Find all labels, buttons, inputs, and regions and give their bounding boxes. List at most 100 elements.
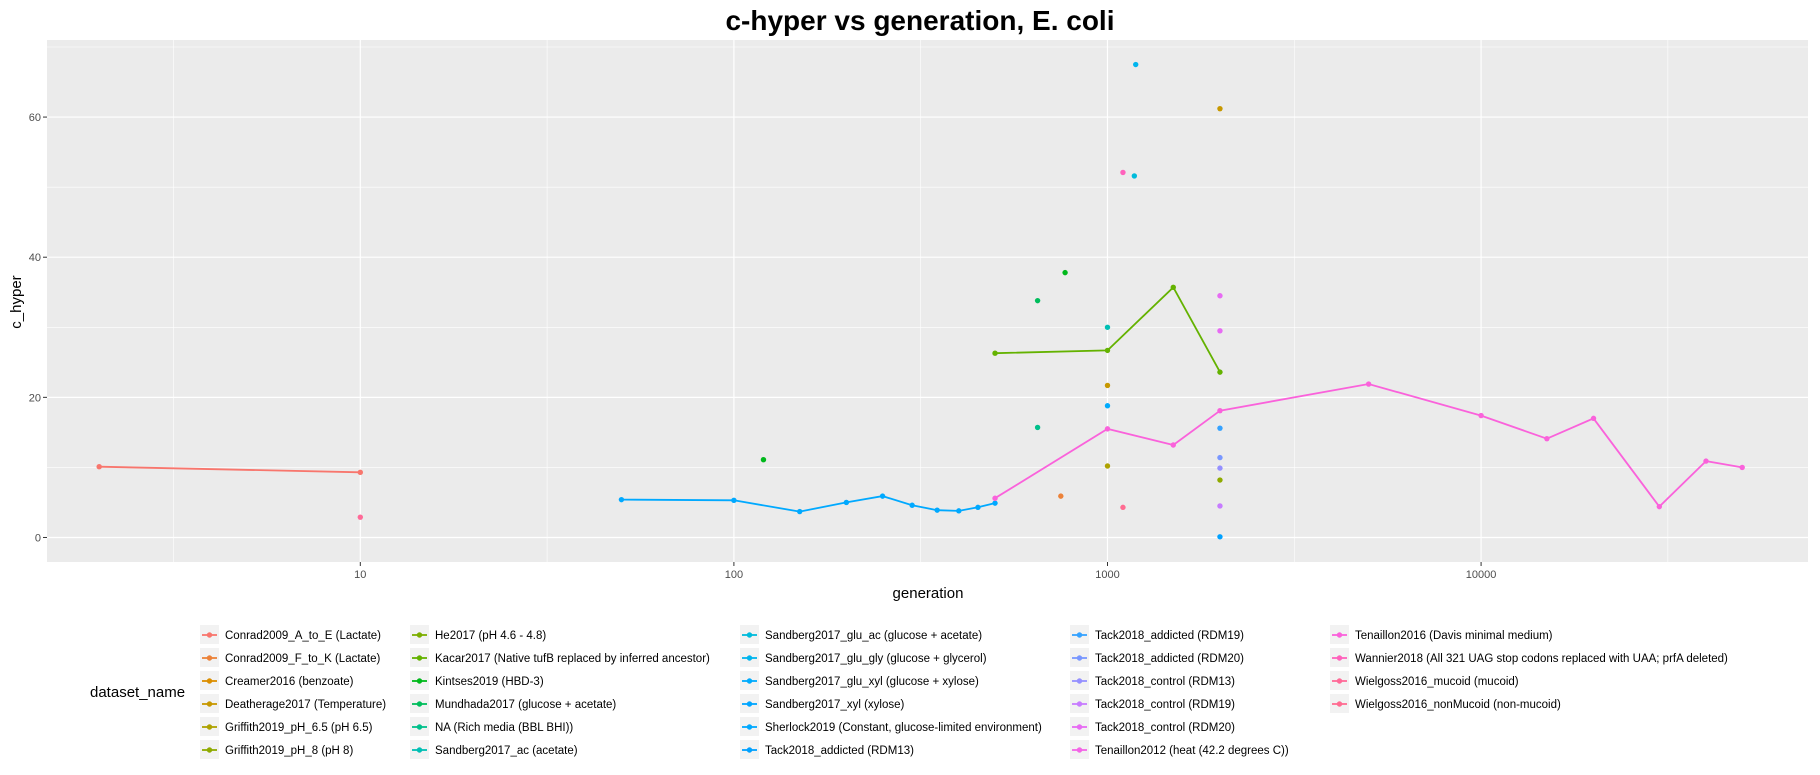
legend-key-point bbox=[206, 724, 213, 730]
x-tick-label: 100 bbox=[725, 569, 743, 581]
data-point bbox=[1034, 297, 1041, 304]
data-point bbox=[731, 497, 737, 504]
legend-key-point bbox=[746, 655, 753, 661]
y-tick-label: 20 bbox=[29, 392, 41, 404]
legend-key-point bbox=[1336, 655, 1343, 661]
data-point bbox=[1104, 463, 1111, 469]
data-point bbox=[992, 350, 998, 356]
legend-key-point bbox=[416, 632, 423, 638]
x-tick-label: 1000 bbox=[1095, 569, 1119, 581]
data-point bbox=[1217, 407, 1223, 414]
legend-key-point bbox=[1076, 655, 1083, 661]
legend-entry: Sandberg2017_glu_ac (glucose + acetate) bbox=[765, 630, 982, 642]
data-point bbox=[1170, 284, 1176, 291]
series-line bbox=[994, 285, 1221, 373]
legend-entry: Mundhada2017 (glucose + acetate) bbox=[435, 699, 616, 711]
legend-key-point bbox=[416, 655, 423, 661]
legend-entry: NA (Rich media (BBL BHI)) bbox=[435, 722, 573, 734]
legend: dataset_name Conrad2009_A_to_E (Lactate) C… bbox=[90, 625, 1728, 759]
legend-entry: Griffith2019_pH_6.5 (pH 6.5) bbox=[225, 722, 373, 734]
data-point bbox=[96, 464, 102, 470]
legend-entry: Creamer2016 (benzoate) bbox=[225, 676, 354, 688]
series-points bbox=[96, 61, 1745, 540]
data-point bbox=[1104, 382, 1111, 389]
legend-key-point bbox=[206, 632, 213, 638]
data-point bbox=[1058, 493, 1064, 499]
legend-key-point bbox=[416, 678, 423, 684]
legend-key-point bbox=[416, 724, 423, 730]
data-point bbox=[1120, 504, 1126, 511]
data-point bbox=[992, 500, 998, 506]
legend-key-point bbox=[1076, 724, 1083, 730]
data-point bbox=[1217, 293, 1223, 299]
data-point bbox=[1217, 425, 1223, 431]
data-point bbox=[1104, 426, 1111, 432]
data-point bbox=[618, 496, 625, 503]
data-point bbox=[879, 493, 886, 499]
legend-entry: Conrad2009_A_to_E (Lactate) bbox=[225, 630, 381, 642]
legend-entry: Tack2018_addicted (RDM19) bbox=[1095, 630, 1244, 642]
data-point bbox=[1062, 269, 1068, 276]
data-point bbox=[1544, 435, 1550, 442]
series-line bbox=[99, 465, 361, 474]
data-point bbox=[1104, 403, 1111, 409]
data-point bbox=[1217, 369, 1223, 375]
legend-entry: Tack2018_addicted (RDM13) bbox=[765, 745, 914, 757]
legend-entry: Kintses2019 (HBD-3) bbox=[435, 676, 544, 688]
legend-key-point bbox=[746, 747, 753, 753]
legend-entry: Tack2018_control (RDM19) bbox=[1095, 699, 1235, 711]
legend-entry: Tenaillon2016 (Davis minimal medium) bbox=[1355, 630, 1553, 642]
legend-entry: Sandberg2017_xyl (xylose) bbox=[765, 699, 905, 711]
data-point bbox=[1217, 105, 1223, 112]
legend-key-point bbox=[1076, 747, 1083, 753]
data-point bbox=[1104, 347, 1111, 354]
data-point bbox=[956, 508, 962, 514]
x-tick-label: 10 bbox=[354, 569, 366, 581]
data-point bbox=[1217, 477, 1223, 483]
data-point bbox=[1217, 454, 1223, 461]
legend-key-point bbox=[1336, 701, 1343, 707]
data-point bbox=[1478, 412, 1484, 419]
legend-entry: Wielgoss2016_nonMucoid (non-mucoid) bbox=[1355, 699, 1561, 711]
legend-entry: Wannier2018 (All 321 UAG stop codons rep… bbox=[1355, 653, 1728, 665]
data-point bbox=[1120, 169, 1126, 176]
legend-entry: He2017 (pH 4.6 - 4.8) bbox=[435, 630, 546, 642]
legend-entry: Sandberg2017_glu_gly (glucose + glycerol… bbox=[765, 653, 987, 665]
data-point bbox=[1217, 534, 1223, 540]
legend-key-point bbox=[1076, 701, 1083, 707]
legend-key-point bbox=[416, 701, 423, 707]
data-point bbox=[357, 469, 364, 476]
plot-panel bbox=[47, 40, 1808, 562]
legend-entry: Tack2018_control (RDM20) bbox=[1095, 722, 1235, 734]
legend-entry: Griffith2019_pH_8 (pH 8) bbox=[225, 745, 353, 757]
y-axis-title: c_hyper bbox=[8, 275, 25, 328]
data-point bbox=[760, 457, 767, 463]
data-point bbox=[909, 502, 915, 508]
series-line bbox=[621, 495, 996, 513]
legend-title: dataset_name bbox=[90, 684, 185, 701]
y-tick-label: 40 bbox=[29, 252, 41, 264]
x-axis-title: generation bbox=[893, 585, 964, 602]
legend-key-point bbox=[1336, 678, 1343, 684]
data-point bbox=[843, 499, 850, 506]
legend-key-point bbox=[206, 747, 213, 753]
y-tick-label: 0 bbox=[35, 532, 41, 544]
legend-entry: Kacar2017 (Native tufB replaced by infer… bbox=[435, 653, 710, 665]
y-tick-label: 60 bbox=[29, 112, 41, 124]
legend-key-point bbox=[1076, 632, 1083, 638]
legend-entry: Tack2018_addicted (RDM20) bbox=[1095, 653, 1244, 665]
legend-entry: Sandberg2017_glu_xyl (glucose + xylose) bbox=[765, 676, 979, 688]
series-lines bbox=[99, 285, 1743, 513]
data-point bbox=[1133, 61, 1139, 68]
data-point bbox=[1170, 442, 1176, 448]
data-point bbox=[1217, 503, 1223, 509]
legend-entry: Sandberg2017_ac (acetate) bbox=[435, 745, 578, 757]
data-point bbox=[796, 508, 803, 515]
legend-key-point bbox=[206, 655, 213, 661]
data-point bbox=[934, 507, 940, 513]
legend-entry: Tenaillon2012 (heat (42.2 degrees C)) bbox=[1095, 745, 1289, 757]
data-point bbox=[1703, 458, 1709, 464]
legend-key-point bbox=[206, 678, 213, 684]
data-point bbox=[992, 495, 998, 501]
